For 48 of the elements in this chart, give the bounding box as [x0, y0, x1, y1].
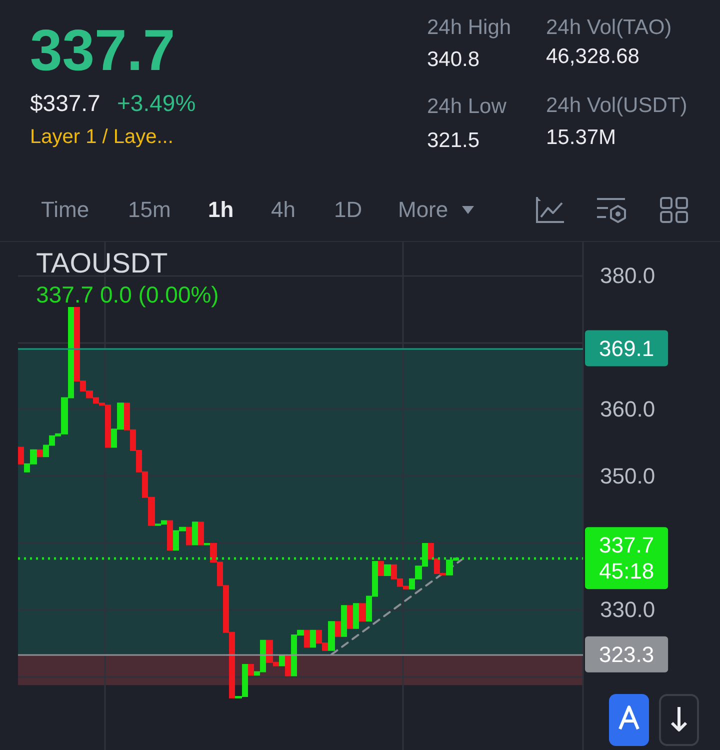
candlestick [167, 520, 173, 551]
text: 15.37M [546, 126, 616, 149]
y-tick-label: 380.0 [600, 262, 656, 288]
text: 340.8 [427, 48, 480, 71]
candlestick [359, 603, 366, 622]
candlestick [428, 542, 434, 560]
candlestick [304, 630, 310, 648]
y-tick-label: 360.0 [600, 396, 656, 422]
candlestick [384, 564, 391, 576]
y-tick-label: 350.0 [600, 463, 656, 488]
candlestick [279, 655, 285, 666]
text: +3.49% [117, 90, 196, 116]
text: Layer 1 / Laye... [30, 126, 174, 148]
y-tick-label: 330.0 [600, 597, 656, 622]
candlestick [198, 522, 204, 546]
ref-line-label: 369.1 [599, 336, 654, 361]
text: 46,328.68 [546, 45, 640, 68]
candlestick [328, 621, 335, 651]
text: 321.5 [427, 129, 480, 152]
text: 15m [128, 197, 171, 222]
ref-line-label: 323.3 [599, 642, 654, 667]
candlestick [37, 449, 43, 458]
candlestick [378, 561, 384, 576]
text: $337.7 [30, 90, 100, 116]
candlestick [192, 522, 198, 546]
text: 1D [334, 197, 362, 222]
candlestick [285, 655, 291, 676]
candlestick [186, 526, 192, 546]
candlestick [248, 664, 254, 676]
text: 24h Low [427, 95, 506, 118]
text: More [398, 197, 448, 222]
candlestick [18, 446, 24, 464]
candlestick [341, 605, 347, 637]
text: 337.7 [30, 18, 176, 83]
text: 24h Vol(USDT) [546, 94, 688, 117]
chart-title: TAOUSDT [36, 248, 168, 278]
candlestick [353, 603, 359, 629]
text: Time [41, 197, 90, 222]
text: 4h [271, 197, 296, 222]
text: 24h High [427, 16, 512, 39]
candlestick [310, 630, 316, 648]
candlestick [204, 542, 210, 546]
text: 337.7 0.0 (0.00%) [36, 282, 219, 308]
text: 1h [208, 197, 234, 222]
text: 24h Vol(TAO) [546, 16, 672, 39]
candlestick [335, 621, 341, 637]
ref-line-label: 337.7 45:18 [599, 532, 654, 584]
candlestick [347, 605, 353, 629]
